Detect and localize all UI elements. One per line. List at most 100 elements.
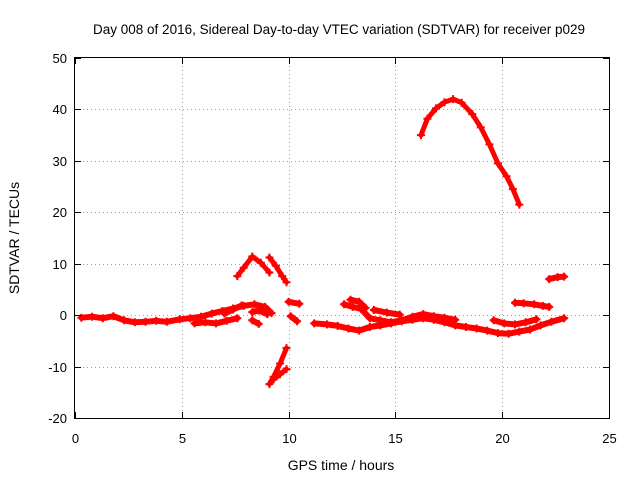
data-point	[212, 319, 220, 328]
data-point	[382, 308, 391, 317]
data-point	[278, 272, 287, 281]
y-tick-label: 30	[53, 154, 67, 169]
data-point	[190, 319, 199, 328]
plot-frame	[74, 57, 610, 419]
data-point	[333, 321, 342, 330]
data-point	[265, 253, 274, 262]
y-axis-label: SDTVAR / TECUs	[6, 182, 22, 294]
data-point	[500, 319, 509, 328]
data-point	[254, 319, 263, 328]
y-tick-label: -10	[48, 360, 67, 375]
series-hump-8	[233, 252, 274, 281]
data-point	[186, 314, 195, 323]
data-point	[485, 140, 494, 149]
series-wave-14	[370, 306, 404, 319]
data-point	[440, 313, 449, 322]
data-point	[152, 316, 161, 325]
data-point	[239, 263, 248, 272]
series-spur-8-9	[248, 306, 272, 319]
data-point	[348, 302, 357, 311]
data-point	[519, 299, 528, 308]
data-point	[432, 104, 440, 113]
data-point	[423, 114, 432, 123]
data-point	[175, 315, 184, 324]
data-point	[265, 380, 274, 389]
data-point	[521, 318, 530, 327]
data-point	[508, 185, 517, 194]
data-point	[263, 310, 272, 319]
data-point	[365, 314, 374, 323]
data-point	[395, 310, 404, 319]
data-point	[515, 327, 524, 336]
data-point	[532, 315, 541, 324]
data-point	[346, 295, 355, 304]
data-point	[269, 375, 278, 384]
data-point	[248, 316, 257, 325]
data-point	[162, 317, 171, 326]
data-point	[560, 272, 569, 281]
data-point	[220, 309, 229, 318]
grid-lines	[75, 58, 609, 418]
data-point	[370, 306, 378, 314]
data-point	[109, 312, 118, 321]
data-point	[141, 317, 150, 326]
data-point	[365, 323, 374, 331]
data-point	[417, 131, 425, 140]
data-point	[476, 123, 485, 132]
data-point	[547, 317, 556, 326]
data-point	[233, 272, 242, 281]
data-point	[536, 321, 545, 330]
data-point	[237, 301, 246, 310]
data-point	[201, 318, 210, 327]
data-point	[472, 324, 481, 333]
x-tick-label: 10	[282, 431, 296, 446]
data-point	[248, 252, 257, 261]
series-drop-10	[286, 312, 302, 326]
data-point	[340, 300, 349, 309]
y-tick-label: 20	[53, 205, 67, 220]
data-point	[265, 268, 274, 277]
data-point	[376, 316, 385, 325]
data-point	[504, 329, 513, 338]
y-tick-label: 50	[53, 51, 67, 66]
data-point	[250, 300, 259, 309]
series-baseline-b	[190, 314, 242, 328]
data-point	[530, 300, 539, 309]
data-point	[461, 323, 470, 331]
data-point	[256, 258, 265, 267]
series-hump-9	[265, 253, 291, 287]
data-point	[286, 312, 295, 321]
data-point	[419, 310, 428, 319]
chart-title: Day 008 of 2016, Sidereal Day-to-day VTE…	[93, 22, 585, 37]
y-tick-label: 10	[53, 257, 67, 272]
series-baseline-a	[77, 300, 276, 327]
data-point	[197, 312, 205, 321]
data-point	[233, 314, 242, 323]
data-point	[483, 326, 492, 335]
series-baseline-e	[489, 315, 541, 329]
y-tick-label: 40	[53, 102, 67, 117]
data-point	[361, 303, 370, 312]
data-point	[440, 98, 449, 107]
data-point	[77, 313, 86, 322]
data-point	[229, 305, 238, 314]
data-point	[397, 316, 406, 325]
series-rise-11	[284, 297, 304, 308]
data-point	[248, 308, 257, 317]
x-tick-label: 15	[388, 431, 402, 446]
data-point	[295, 299, 304, 308]
data-point	[387, 318, 396, 327]
data-point	[429, 312, 438, 321]
data-point	[451, 315, 460, 324]
data-point	[207, 309, 216, 318]
data-point	[493, 159, 502, 168]
series-dip-9b	[269, 365, 291, 384]
data-point	[310, 319, 319, 328]
data-point	[120, 316, 129, 325]
series-drop-9	[248, 316, 263, 328]
data-point	[408, 312, 417, 321]
series-arc	[417, 95, 524, 209]
data-point	[502, 172, 511, 181]
series-line	[234, 254, 272, 279]
series-seg-21	[511, 298, 554, 311]
